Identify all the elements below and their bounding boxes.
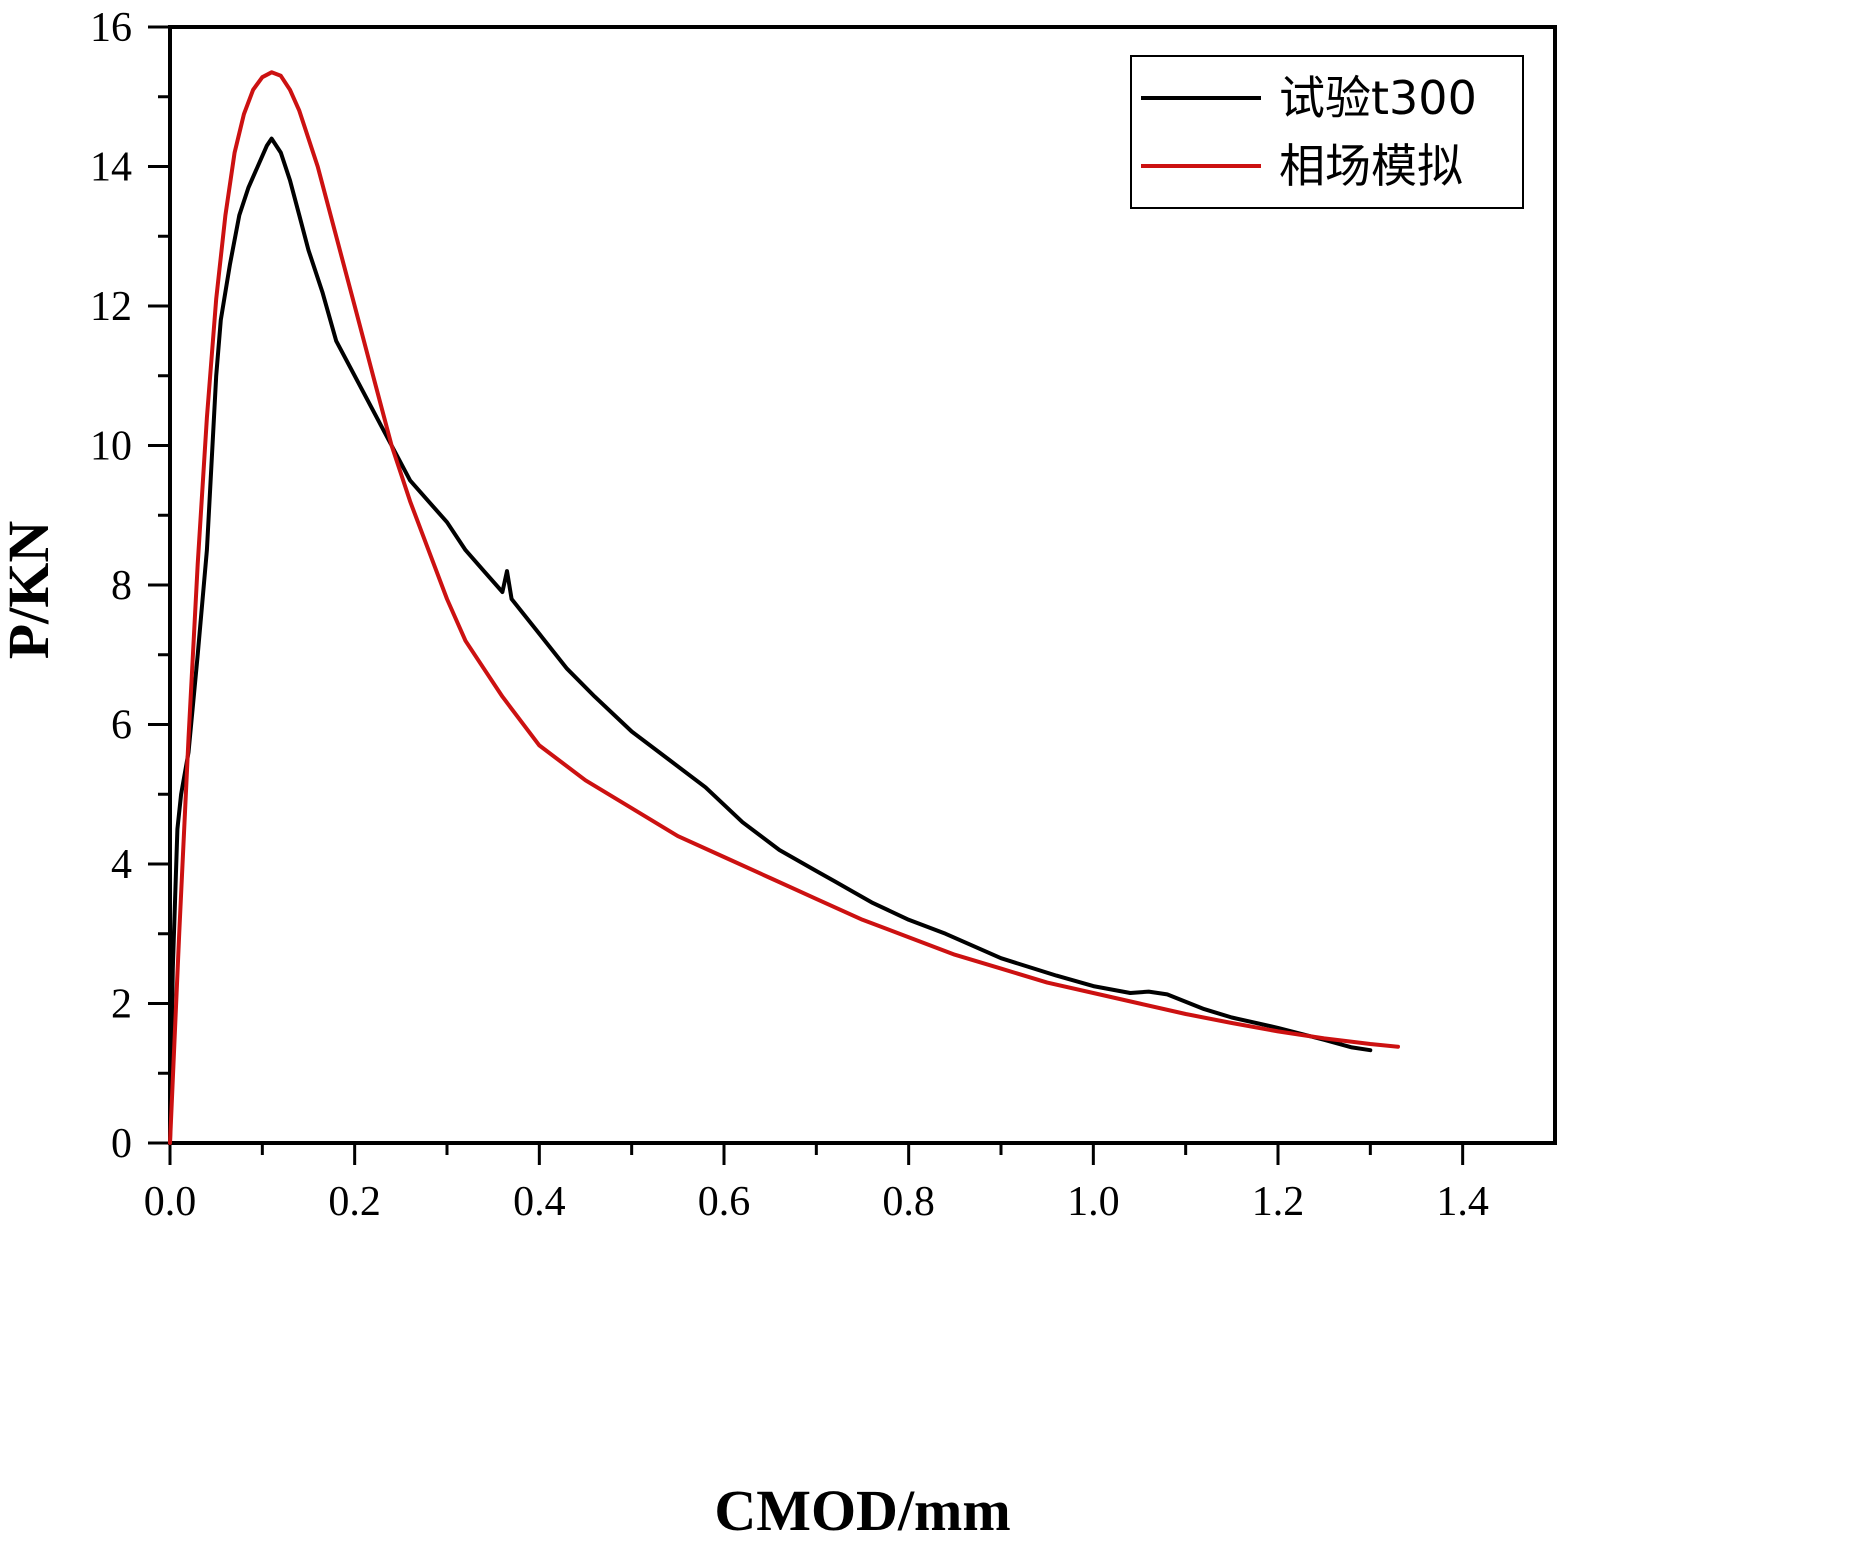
x-tick-label: 1.0 (1067, 1179, 1120, 1225)
y-tick-label: 8 (111, 563, 132, 609)
x-tick-label: 1.4 (1436, 1179, 1489, 1225)
y-axis-title: P/KN (0, 521, 61, 660)
y-tick-label: 4 (111, 842, 132, 888)
y-tick-label: 10 (90, 424, 132, 470)
ticks-group: 0.0 0.2 0.4 0.6 0.8 1.0 1.2 1.4 0 2 4 6 8 10 12 14 16 (90, 5, 1489, 1225)
series-line-1 (168, 136, 1373, 1145)
x-tick-label: 0.6 (698, 1179, 751, 1225)
x-tick-label: 0.0 (144, 1179, 197, 1225)
x-tick-label: 0.2 (328, 1179, 381, 1225)
x-tick-label: 1.2 (1252, 1179, 1305, 1225)
y-tick-label: 0 (111, 1121, 132, 1167)
legend-box (1130, 55, 1524, 209)
x-tick-label: 0.4 (513, 1179, 566, 1225)
series-group (168, 70, 1400, 1145)
y-tick-label: 2 (111, 982, 132, 1028)
x-axis-title: CMOD/mm (714, 1478, 1010, 1543)
y-tick-label: 6 (111, 703, 132, 749)
legend-label: 相场模拟 (1279, 139, 1463, 193)
series-line-2 (168, 70, 1400, 1145)
x-tick-label: 0.8 (882, 1179, 935, 1225)
y-tick-label: 16 (90, 5, 132, 51)
legend-label: 试验t300 (1279, 71, 1477, 125)
legend: 试验t300 相场模拟 (1130, 55, 1524, 209)
y-tick-label: 12 (90, 284, 132, 330)
y-tick-label: 14 (90, 145, 132, 191)
